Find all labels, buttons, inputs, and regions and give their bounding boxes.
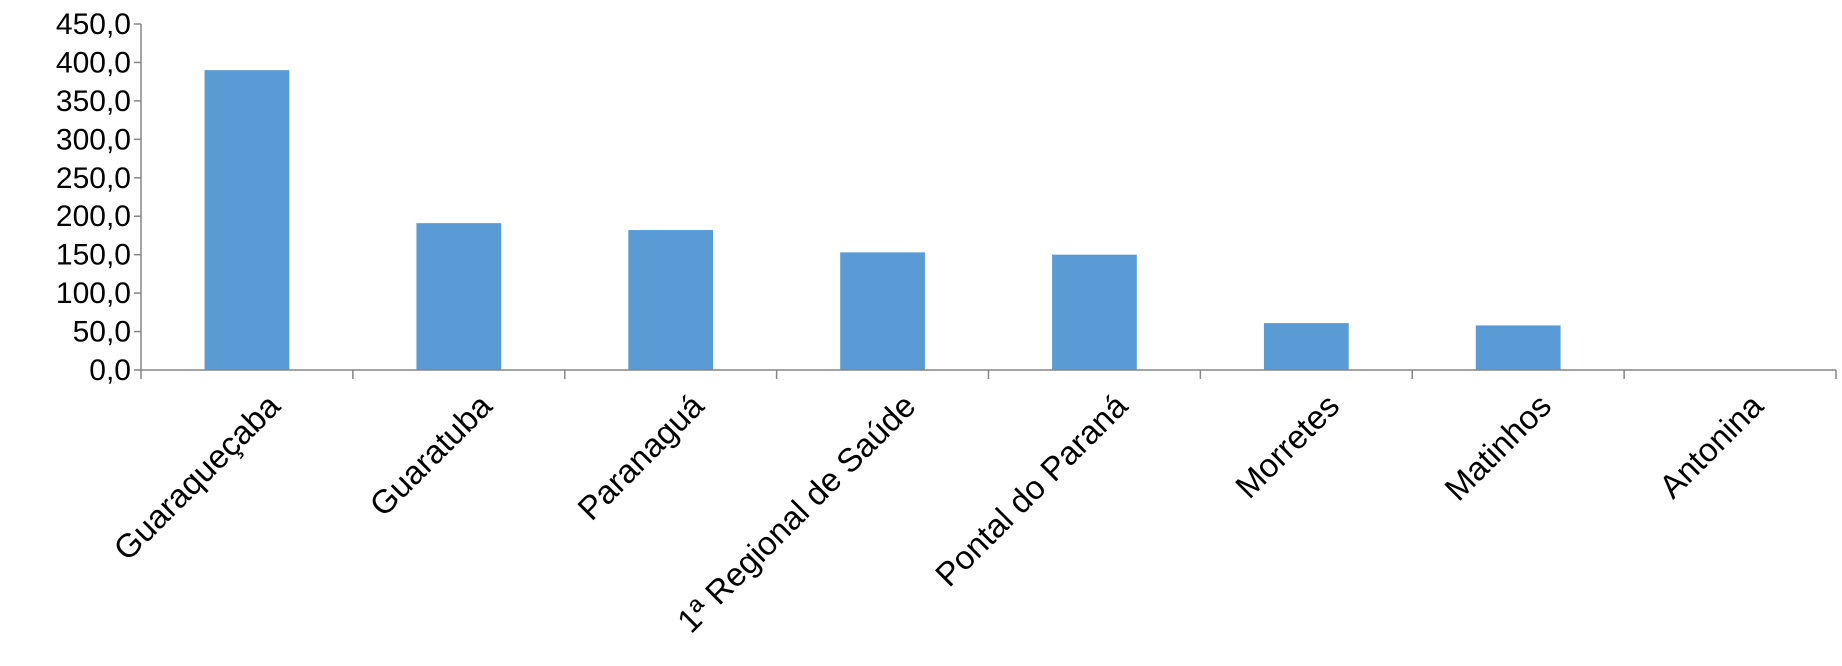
x-tick-label: Morretes	[1228, 387, 1346, 505]
y-tick-label: 400,0	[56, 46, 131, 79]
y-axis: 0,0 50,0 100,0 150,0 200,0 250,0 300,0 350,0 400…	[56, 8, 142, 387]
x-tick-label: 1ª Regional de Saúde	[670, 387, 923, 640]
bar	[1475, 325, 1561, 370]
y-tick-label: 0,0	[89, 354, 131, 387]
y-tick-label: 50,0	[73, 316, 131, 349]
y-tick-label: 300,0	[56, 123, 131, 156]
x-tick-label: Guaratuba	[362, 386, 499, 523]
y-tick-label: 100,0	[56, 277, 131, 310]
x-tick-label: Antonina	[1652, 386, 1771, 505]
bar	[1052, 254, 1137, 370]
bar	[204, 70, 290, 370]
x-tick-label: Matinhos	[1437, 387, 1558, 508]
bars	[204, 70, 1561, 370]
bar	[1263, 323, 1349, 370]
x-tick-label: Pontal do Paraná	[928, 386, 1135, 593]
bar	[416, 223, 502, 370]
y-tick-label: 350,0	[56, 85, 131, 118]
y-tick-label: 250,0	[56, 162, 131, 195]
bar	[840, 252, 925, 370]
bar	[628, 230, 714, 370]
y-tick-label: 150,0	[56, 239, 131, 272]
y-tick-label: 450,0	[56, 8, 131, 41]
x-tick-label: Guaraqueçaba	[106, 386, 287, 567]
x-tick-label: Paranaguá	[570, 386, 711, 527]
y-tick-label: 200,0	[56, 200, 131, 233]
